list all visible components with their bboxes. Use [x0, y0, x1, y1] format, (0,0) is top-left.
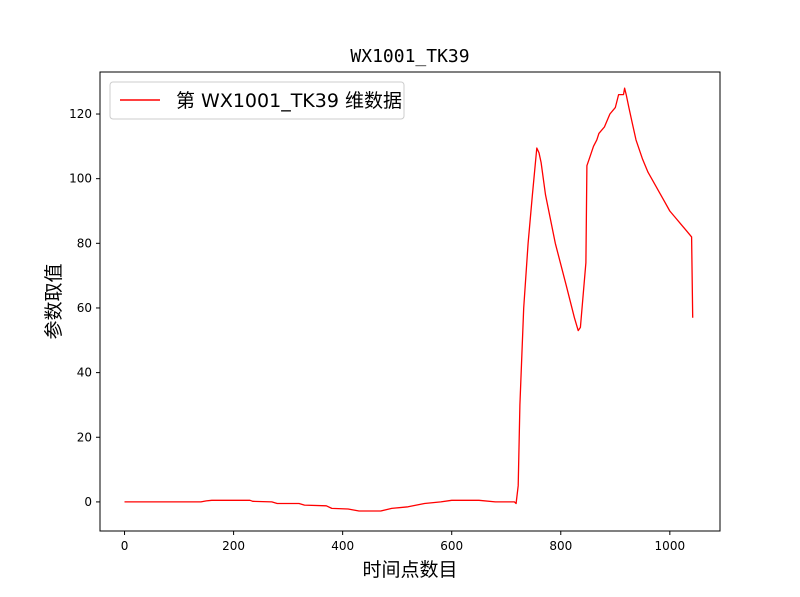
x-tick-label: 800	[549, 539, 572, 553]
x-tick-label: 0	[121, 539, 129, 553]
y-axis-label: 参数取值	[43, 263, 65, 339]
plot-area-frame	[99, 71, 721, 532]
y-tick-label: 0	[84, 495, 92, 509]
legend-box	[109, 81, 405, 120]
y-tick-label: 100	[69, 172, 92, 186]
axis-ticks: 0 200 400 600 800 1000 0 20 40 60 80 100 120	[69, 107, 685, 553]
y-tick-label: 120	[69, 107, 92, 121]
series-line	[124, 87, 694, 512]
series-layer	[124, 87, 694, 512]
y-tick-label: 20	[77, 430, 92, 444]
x-tick-label: 200	[222, 539, 245, 553]
y-tick-label: 80	[77, 236, 92, 250]
x-tick-label: 600	[440, 539, 463, 553]
x-tick-label: 1000	[655, 539, 686, 553]
x-axis-label: 时间点数目	[362, 559, 457, 581]
legend: 第 WX1001_TK39 维数据	[109, 81, 405, 120]
chart-title: WX1001_TK39	[350, 46, 469, 67]
y-tick-label: 40	[77, 366, 92, 380]
y-tick-label: 60	[77, 301, 92, 315]
legend-label: 第 WX1001_TK39 维数据	[176, 90, 402, 112]
x-tick-label: 400	[331, 539, 354, 553]
